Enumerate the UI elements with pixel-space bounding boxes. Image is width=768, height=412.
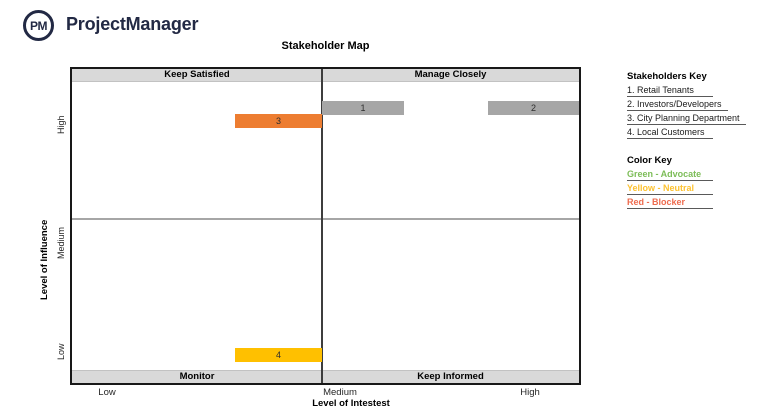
color-key-item-blocker: Red - Blocker (627, 196, 713, 209)
stakeholders-key-item: 4. Local Customers (627, 126, 713, 139)
stakeholders-key-item: 1. Retail Tenants (627, 84, 713, 97)
stakeholder-point-4: 4 (235, 348, 322, 362)
color-key-item-neutral: Yellow - Neutral (627, 182, 713, 195)
stakeholders-key-item: 3. City Planning Department (627, 112, 746, 125)
stakeholder-point-3: 3 (235, 114, 322, 128)
color-key-item-advocate: Green - Advocate (627, 168, 713, 181)
x-tick-medium: Medium (323, 387, 357, 398)
stakeholder-point-2: 2 (488, 101, 579, 115)
quadrant-label-manage-closely: Manage Closely (414, 69, 487, 80)
y-tick-medium: Medium (56, 227, 66, 260)
x-tick-low: Low (98, 387, 116, 398)
top-quadrant-header-strip: Keep Satisfied Manage Closely (72, 69, 579, 82)
y-axis-title: Level of Influence (39, 219, 50, 301)
y-tick-low: Low (56, 343, 66, 361)
color-key: Color Key Green - Advocate Yellow - Neut… (627, 155, 762, 210)
y-tick-high: High (56, 115, 66, 135)
quadrant-vertical-divider (321, 69, 323, 383)
quadrant-label-monitor: Monitor (179, 371, 215, 382)
stakeholder-map-chart: Keep Satisfied Manage Closely Monitor Ke… (70, 67, 581, 385)
logo-monogram: PM (30, 18, 48, 33)
stakeholders-key-title: Stakeholders Key (627, 71, 707, 82)
stakeholder-point-1: 1 (322, 101, 404, 115)
projectmanager-logo-icon: PM (23, 10, 54, 41)
stakeholders-key-item: 2. Investors/Developers (627, 98, 728, 111)
quadrant-horizontal-divider (72, 218, 579, 220)
chart-title: Stakeholder Map (281, 40, 370, 52)
x-tick-high: High (520, 387, 540, 398)
bottom-quadrant-header-strip: Monitor Keep Informed (72, 370, 579, 383)
x-axis-title: Level of Intestest (312, 398, 390, 409)
color-key-title: Color Key (627, 155, 672, 166)
brand-wordmark: ProjectManager (66, 14, 199, 34)
quadrant-label-keep-informed: Keep Informed (417, 371, 484, 382)
stakeholders-key: Stakeholders Key 1. Retail Tenants 2. In… (627, 71, 762, 140)
quadrant-label-keep-satisfied: Keep Satisfied (164, 69, 230, 80)
